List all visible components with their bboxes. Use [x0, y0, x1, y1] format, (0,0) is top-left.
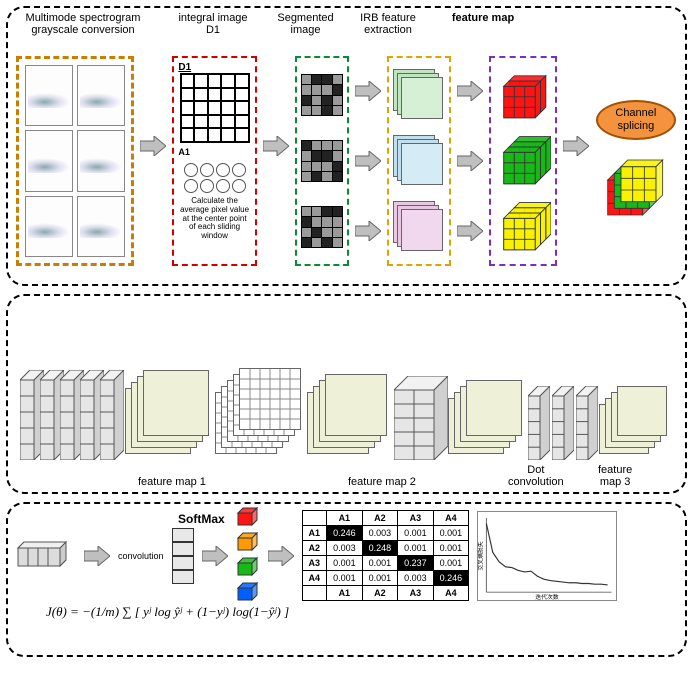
- thumb: [25, 65, 73, 126]
- arrow-icon: [457, 151, 483, 171]
- irb-box: [387, 56, 451, 266]
- featuremap-box: [489, 56, 557, 266]
- grayscale-box: [16, 56, 134, 266]
- label-segmented: Segmented image: [268, 12, 343, 36]
- pipeline-panel-3: convolution A1A2A3A4A10.2460.0030.0010.0…: [6, 502, 687, 657]
- input-bar: [16, 534, 76, 577]
- integral-box: D1 A1 Calculate the average pixel value …: [172, 56, 256, 266]
- seg-img: [301, 74, 343, 116]
- arrow-icon: [202, 546, 228, 566]
- integral-grid: [180, 73, 250, 143]
- label-integral: integral image D1: [158, 12, 268, 36]
- confusion-table: A1A2A3A4A10.2460.0030.0010.001A20.0030.2…: [302, 510, 470, 601]
- label-featuremap: feature map: [433, 12, 533, 36]
- pipeline-panel-1: Multimode spectrogram grayscale conversi…: [6, 6, 687, 286]
- svg-text:迭代次数: 迭代次数: [535, 593, 559, 600]
- svg-text:交叉熵损失: 交叉熵损失: [478, 541, 484, 570]
- integral-caption: Calculate the average pixel value at the…: [178, 197, 250, 241]
- thumb: [25, 196, 73, 257]
- pipeline-panel-2: feature map 1feature map 2Dot convolutio…: [6, 294, 687, 494]
- arrow-icon: [355, 81, 381, 101]
- segmented-box: [295, 56, 349, 266]
- arrow-icon: [563, 136, 589, 156]
- sliding-windows: [184, 163, 246, 193]
- thumb: [77, 130, 125, 191]
- loss-chart: 迭代次数 交叉熵损失: [477, 511, 617, 601]
- panel1-row: D1 A1 Calculate the average pixel value …: [16, 16, 677, 276]
- label-grayscale: Multimode spectrogram grayscale conversi…: [8, 12, 158, 36]
- arrow-icon: [263, 136, 289, 156]
- seg-img: [301, 140, 343, 182]
- arrow-icon: [140, 136, 166, 156]
- splice-cube: [596, 150, 676, 223]
- arrow-icon: [268, 546, 294, 566]
- d1-label: D1: [178, 62, 191, 73]
- softmax-label: SoftMax: [178, 512, 225, 526]
- loss-formula: J(θ) = −(1/m) ∑ [ yʲ log ŷʲ + (1−yʲ) log…: [46, 604, 677, 620]
- panel2-row: [16, 304, 677, 484]
- label-irb: IRB feature extraction: [343, 12, 433, 36]
- thumb: [25, 130, 73, 191]
- arrow-icon: [84, 546, 110, 566]
- conv-label: convolution: [118, 551, 164, 561]
- arrow-icon: [355, 151, 381, 171]
- a1-label: A1: [178, 147, 190, 157]
- panel3-row: convolution A1A2A3A4A10.2460.0030.0010.0…: [16, 512, 677, 600]
- splice-column: Channel splicing: [595, 56, 677, 266]
- panel1-top-labels: Multimode spectrogram grayscale conversi…: [8, 12, 685, 36]
- color-cubes: [236, 507, 260, 605]
- seg-img: [301, 206, 343, 248]
- splice-label: Channel splicing: [598, 107, 674, 131]
- arrow-icon: [457, 81, 483, 101]
- thumb: [77, 65, 125, 126]
- channel-splice-oval: Channel splicing: [596, 100, 676, 140]
- thumb: [77, 196, 125, 257]
- arrow-icon: [355, 221, 381, 241]
- arrow-icon: [457, 221, 483, 241]
- softmax-stack: [172, 528, 194, 584]
